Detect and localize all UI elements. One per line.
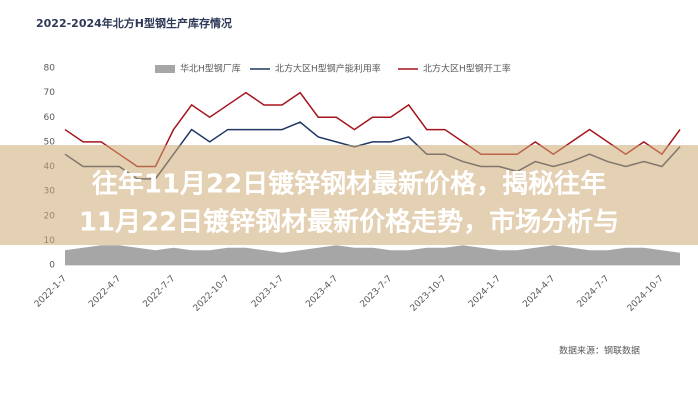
area [65, 245, 680, 265]
overlay-headline: 往年11月22日镀锌钢材最新价格，揭秘往年 [92, 169, 606, 200]
legend-label: 华北H型钢厂库 [180, 63, 241, 75]
legend-label: 北方大区H型钢开工率 [423, 63, 511, 75]
y-tick-label: 50 [44, 137, 56, 147]
source: 数据来源：钢联数据 [559, 345, 640, 357]
y-tick-label: 60 [44, 113, 56, 123]
overlay-headline: 11月22日镀锌钢材最新价格走势，市场分析与 [79, 207, 619, 238]
legend-label: 北方大区H型钢产能利用率 [275, 63, 381, 75]
legend-swatch [155, 65, 175, 73]
line [64, 91, 681, 168]
chart-title: 2022-2024年北方H型钢生产库存情况 [36, 16, 232, 30]
y-tick-label: 80 [44, 64, 56, 74]
overlay-band [0, 145, 698, 245]
y-tick-label: 0 [49, 261, 55, 271]
y-tick-label: 70 [44, 88, 56, 98]
